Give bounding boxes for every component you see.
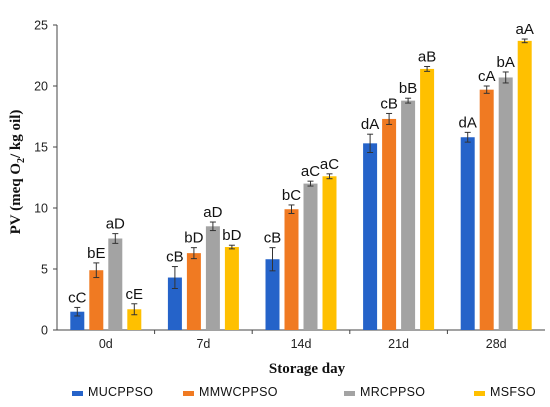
data-label: aA — [516, 21, 534, 38]
bar — [382, 118, 397, 330]
x-tick-label: 21d — [388, 337, 409, 351]
x-axis-title: Storage day — [269, 361, 346, 377]
bar — [420, 68, 435, 331]
bar — [70, 311, 85, 330]
data-label: dA — [459, 114, 477, 131]
data-label: bD — [184, 230, 203, 247]
data-label: aB — [418, 48, 436, 65]
legend-label: MRCPPSO — [360, 385, 425, 399]
data-label: aD — [106, 216, 125, 233]
bar — [479, 89, 494, 330]
legend-swatch — [72, 391, 83, 396]
legend-swatch — [183, 391, 194, 396]
y-tick-label: 10 — [34, 202, 48, 216]
y-tick-label: 15 — [34, 141, 48, 155]
bar — [517, 40, 532, 331]
legend-swatch — [474, 391, 485, 396]
data-label: aC — [301, 163, 320, 180]
y-tick-label: 20 — [34, 80, 48, 94]
bar — [186, 253, 201, 330]
data-label: cB — [264, 230, 282, 247]
data-label: bD — [222, 227, 241, 244]
bar — [167, 277, 182, 330]
y-tick-label: 25 — [34, 19, 48, 33]
data-label: dA — [361, 116, 379, 133]
bar — [460, 137, 475, 330]
bar — [284, 209, 299, 330]
legend-label: MSFSO — [490, 385, 536, 399]
y-tick-label: 0 — [41, 324, 48, 338]
bar — [89, 270, 104, 330]
x-tick-label: 7d — [196, 337, 210, 351]
legend-label: MMWCPPSO — [199, 385, 278, 399]
data-label: bB — [399, 80, 417, 97]
y-axis-title-subscript: 2 — [16, 158, 27, 163]
bar — [205, 226, 220, 330]
bar — [363, 143, 378, 330]
data-label: cC — [68, 289, 87, 306]
data-label: cA — [478, 68, 496, 85]
x-tick-label: 28d — [486, 337, 507, 351]
data-label: bA — [497, 54, 515, 71]
bar — [322, 176, 337, 330]
bar — [224, 247, 239, 330]
data-label: bE — [87, 245, 105, 262]
data-label: aD — [203, 204, 222, 221]
legend-label: MUCPPSO — [88, 385, 153, 399]
bar — [127, 309, 142, 330]
data-label: cB — [166, 249, 184, 266]
y-tick-label: 5 — [41, 263, 48, 277]
x-tick-label: 14d — [291, 337, 312, 351]
data-label: cE — [126, 286, 144, 303]
y-axis-title-tail: / kg oil) — [8, 110, 24, 159]
bar — [265, 259, 280, 330]
bar — [498, 77, 513, 331]
data-label: bC — [282, 187, 301, 204]
legend-swatch — [344, 391, 355, 396]
bar — [108, 238, 123, 330]
y-axis-title-main: PV (meq O — [8, 163, 24, 234]
bar — [303, 183, 318, 330]
bar — [401, 100, 416, 330]
x-tick-label: 0d — [99, 337, 113, 351]
data-label: aC — [320, 156, 339, 173]
legend: MUCPPSO MMWCPPSO MRCPPSO MSFSO — [72, 385, 536, 399]
y-axis-title: PV (meq O2/ kg oil) — [8, 110, 27, 235]
data-label: cB — [380, 95, 398, 112]
